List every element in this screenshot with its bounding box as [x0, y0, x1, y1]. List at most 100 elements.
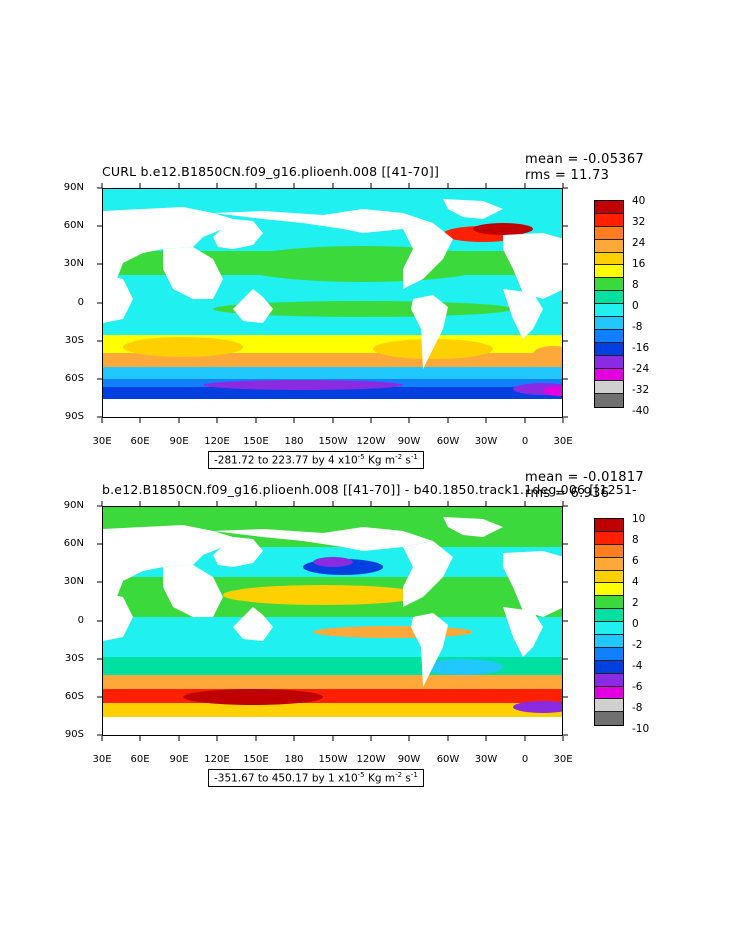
axis-ticks: [97, 183, 568, 423]
colorbar-swatch: [595, 291, 623, 305]
y-tick-label: 0: [77, 297, 84, 308]
range-units-exponent: -2: [395, 771, 403, 779]
colorbar-swatch: [595, 519, 623, 532]
y-tick-label: 0: [77, 615, 84, 626]
colorbar-swatch: [595, 226, 623, 240]
x-tick-label: 120E: [204, 436, 230, 447]
colorbar-label: -8: [632, 702, 643, 714]
x-tick-label: 90W: [397, 436, 421, 447]
panel-title: b.e12.B1850CN.f09_g16.plioenh.008 [[41-7…: [102, 482, 637, 497]
x-tick-label: 30E: [553, 754, 573, 765]
range-text: -281.72 to 223.77 by 4 x10: [214, 454, 358, 467]
colorbar-swatch: [595, 673, 623, 687]
colorbar-label: 2: [632, 597, 639, 609]
x-tick-label: 180: [284, 754, 304, 765]
colorbar-swatch: [595, 201, 623, 214]
rms-label: rms = 6.936: [525, 486, 610, 501]
x-tick-label: 30E: [553, 436, 573, 447]
colorbar-swatch: [595, 557, 623, 571]
curl-map: [102, 188, 563, 418]
colorbar-swatch: [595, 596, 623, 610]
colorbar-label: -24: [632, 363, 650, 375]
y-tick-label: 60N: [63, 538, 84, 549]
colorbar-label: -32: [632, 384, 650, 396]
y-tick-label: 90N: [63, 182, 84, 193]
colorbar-swatch: [595, 342, 623, 356]
colorbar-swatch: [595, 635, 623, 648]
colorbar-label: 16: [632, 258, 646, 270]
colorbar-swatch: [595, 252, 623, 266]
colorbar-label: 32: [632, 216, 646, 228]
colorbar-swatch: [595, 531, 623, 545]
x-tick-label: 30E: [92, 436, 112, 447]
y-tick-label: 60N: [63, 220, 84, 231]
x-tick-label: 0: [521, 754, 529, 765]
colorbar-label: 0: [632, 300, 639, 312]
colorbar-swatch: [595, 317, 623, 330]
colorbar-swatch: [595, 355, 623, 369]
colorbar-swatch: [595, 622, 623, 636]
colorbar-label: 0: [632, 618, 639, 630]
x-tick-label: 150E: [243, 436, 269, 447]
range-units-exponent: -2: [395, 453, 403, 461]
range-label: -351.67 to 450.17 by 1 x10-5 Kg m-2 s-1: [208, 769, 424, 787]
x-tick-label: 90E: [169, 436, 189, 447]
x-tick-label: 150E: [243, 754, 269, 765]
colorbar-swatch: [595, 329, 623, 343]
range-units: Kg m: [364, 454, 396, 467]
colorbar-swatch: [595, 660, 623, 674]
curl-panel: CURL b.e12.B1850CN.f09_g16.plioenh.008 […: [0, 150, 733, 470]
y-tick-label: 90N: [63, 500, 84, 511]
colorbar-swatch: [595, 278, 623, 292]
x-tick-label: 60W: [436, 754, 460, 765]
range-units: Kg m: [364, 772, 396, 785]
colorbar-swatch: [595, 239, 623, 253]
x-tick-label: 90W: [397, 754, 421, 765]
x-tick-label: 60E: [130, 436, 150, 447]
colorbar-swatch: [595, 699, 623, 713]
colorbar-swatch: [595, 265, 623, 279]
range-label: -281.72 to 223.77 by 4 x10-5 Kg m-2 s-1: [208, 451, 424, 469]
colorbar-swatch: [595, 609, 623, 623]
range-units: s: [402, 772, 411, 785]
colorbar: [594, 518, 624, 727]
mean-label: mean = -0.01817: [525, 470, 644, 485]
colorbar-label: -6: [632, 681, 643, 693]
colorbar-swatch: [595, 213, 623, 227]
colorbar-swatch: [595, 304, 623, 318]
x-tick-label: 150W: [318, 436, 348, 447]
y-tick-label: 30S: [64, 335, 84, 346]
rms-label: rms = 11.73: [525, 168, 610, 183]
colorbar-label: 10: [632, 513, 646, 525]
x-tick-label: 150W: [318, 754, 348, 765]
range-exponent: -5: [357, 771, 365, 779]
colorbar-swatch: [595, 583, 623, 597]
colorbar-swatch: [595, 381, 623, 395]
x-tick-label: 90E: [169, 754, 189, 765]
range-text: -351.67 to 450.17 by 1 x10: [214, 772, 358, 785]
x-tick-label: 30E: [92, 754, 112, 765]
y-tick-label: 30N: [63, 576, 84, 587]
range-units-exponent: -1: [410, 771, 418, 779]
y-tick-label: 90S: [64, 729, 84, 740]
range-units: s: [402, 454, 411, 467]
y-tick-label: 90S: [64, 411, 84, 422]
colorbar-label: -10: [632, 723, 650, 735]
colorbar-label: 24: [632, 237, 646, 249]
colorbar-label: -40: [632, 405, 650, 417]
colorbar-label: -16: [632, 342, 650, 354]
y-tick-label: 60S: [64, 373, 84, 384]
colorbar-swatch: [595, 544, 623, 558]
colorbar-label: -2: [632, 639, 643, 651]
difference-panel: b.e12.B1850CN.f09_g16.plioenh.008 [[41-7…: [0, 468, 733, 788]
x-tick-label: 30W: [474, 436, 498, 447]
colorbar-swatch: [595, 647, 623, 661]
x-tick-label: 0: [521, 436, 529, 447]
colorbar-swatch: [595, 570, 623, 584]
panel-title: CURL b.e12.B1850CN.f09_g16.plioenh.008 […: [102, 164, 440, 179]
colorbar-label: -8: [632, 321, 643, 333]
range-exponent: -5: [357, 453, 365, 461]
axis-ticks: [97, 501, 568, 741]
x-tick-label: 180: [284, 436, 304, 447]
colorbar-label: 4: [632, 576, 639, 588]
